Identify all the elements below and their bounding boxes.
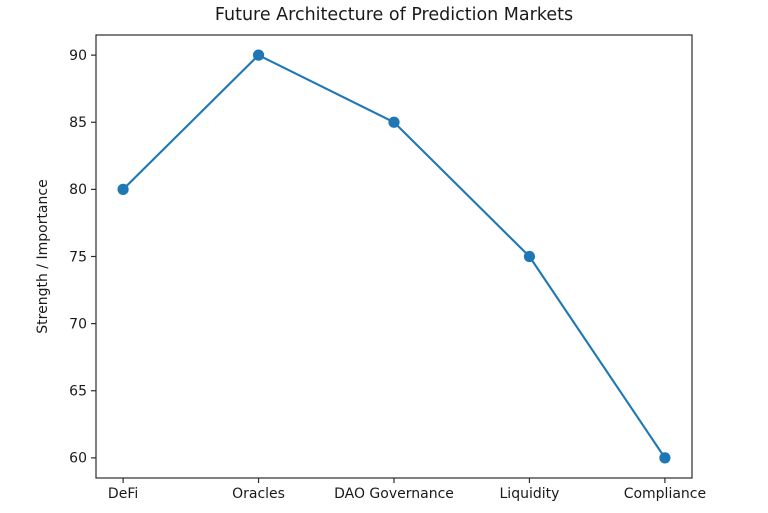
y-tick-label: 65 — [69, 384, 87, 400]
y-tick-label: 85 — [69, 115, 87, 131]
series-line — [122, 54, 666, 459]
plot-border — [95, 34, 693, 479]
x-axis-ticks: DeFi Oracles DAO Governance Liquidity Compli… — [108, 478, 706, 502]
chart-title: Future Architecture of Prediction Market… — [215, 5, 573, 25]
data-point-marker — [523, 250, 536, 263]
x-tick-label: DeFi — [108, 486, 138, 502]
x-tick-label: Liquidity — [500, 486, 560, 502]
x-tick-label: Compliance — [624, 486, 706, 502]
y-tick-label: 70 — [69, 316, 87, 332]
data-point-marker — [252, 49, 265, 61]
y-tick-label: 90 — [69, 48, 87, 64]
y-axis-ticks: 60 65 70 75 80 85 90 — [69, 48, 96, 467]
x-tick-label: DAO Governance — [334, 486, 454, 502]
data-series — [117, 49, 671, 464]
x-tick-label: Oracles — [232, 486, 285, 502]
y-tick-label: 60 — [69, 451, 87, 467]
data-point-marker — [117, 183, 129, 195]
y-tick-label: 80 — [69, 182, 87, 198]
data-point-marker — [388, 116, 400, 128]
y-axis-label: Strength / Importance — [35, 179, 51, 333]
data-point-marker — [659, 452, 671, 464]
y-tick-label: 75 — [69, 249, 87, 265]
